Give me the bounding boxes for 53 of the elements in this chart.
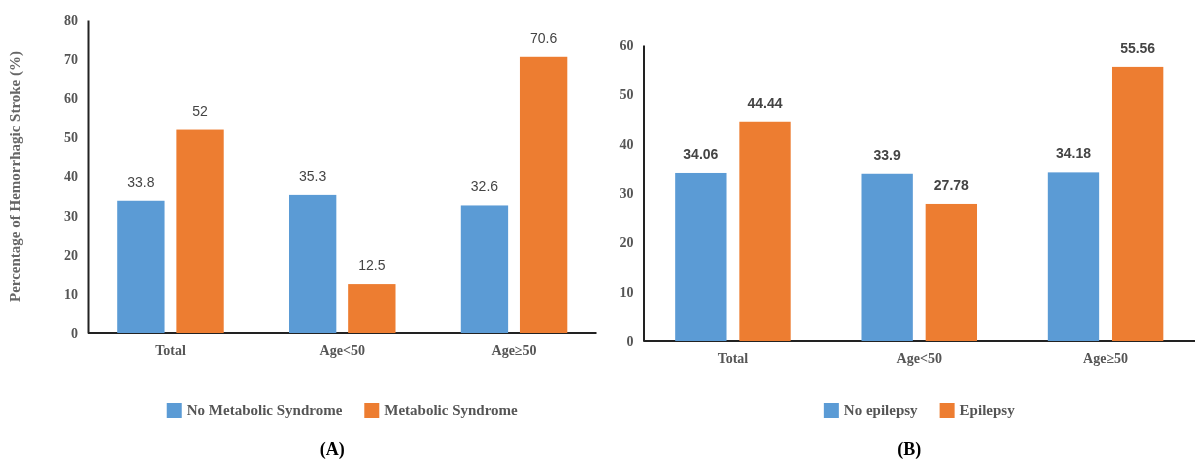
legend-label: No Metabolic Syndrome <box>186 402 343 418</box>
x-tick-label: Age<50 <box>319 342 365 358</box>
y-tick-label: 30 <box>619 185 634 201</box>
bar <box>460 205 509 333</box>
data-label: 33.8 <box>127 173 155 190</box>
text: (A) <box>319 439 345 460</box>
data-label: 27.78 <box>933 176 970 193</box>
text: (B) <box>897 439 922 460</box>
y-tick-label: 0 <box>626 333 634 349</box>
bar <box>519 56 568 333</box>
legend-label: No epilepsy <box>843 402 919 418</box>
bar <box>289 194 337 333</box>
y-tick-label: 0 <box>71 325 78 341</box>
data-label: 44.44 <box>747 94 783 111</box>
y-tick-label: 80 <box>64 12 78 28</box>
x-tick-label: Age≥50 <box>1083 350 1129 366</box>
data-label: 32.6 <box>470 178 499 195</box>
data-label: 33.9 <box>873 146 901 163</box>
x-tick-label: Total <box>717 350 749 366</box>
x-tick-label: Total <box>155 342 186 358</box>
y-tick-label: 20 <box>619 235 634 251</box>
y-tick-label: 60 <box>64 91 78 107</box>
bar <box>348 284 396 333</box>
y-tick-label: 40 <box>619 136 634 152</box>
bar <box>675 172 727 341</box>
x-tick-label: Age≥50 <box>491 342 537 358</box>
legend-label: Metabolic Syndrome <box>384 402 519 418</box>
bar <box>739 121 791 341</box>
data-label: 70.6 <box>530 29 558 46</box>
bar <box>925 203 978 341</box>
bar <box>1047 172 1100 341</box>
y-tick-label: 70 <box>64 52 78 68</box>
data-label: 55.56 <box>1120 39 1156 56</box>
bar <box>117 200 165 333</box>
bar <box>176 129 224 333</box>
y-tick-label: 60 <box>619 37 634 53</box>
data-label: 52 <box>192 102 209 119</box>
y-tick-label: 50 <box>64 130 78 146</box>
y-tick-label: 30 <box>64 208 78 224</box>
y-tick-label: 20 <box>64 247 78 263</box>
x-tick-label: Age<50 <box>896 350 942 366</box>
bar <box>1111 66 1164 341</box>
y-axis-title: Percentage of Hemorrhagic Stroke (%) <box>7 50 24 303</box>
y-tick-label: 10 <box>619 284 634 300</box>
data-label: 34.18 <box>1055 145 1092 162</box>
data-label: 34.06 <box>683 145 719 162</box>
bar <box>861 173 913 341</box>
y-tick-label: 40 <box>64 169 78 185</box>
y-tick-label: 10 <box>64 286 78 302</box>
data-label: 12.5 <box>358 257 386 274</box>
data-label: 35.3 <box>299 167 327 184</box>
legend-label: Epilepsy <box>959 402 1016 418</box>
y-tick-label: 50 <box>619 87 634 103</box>
